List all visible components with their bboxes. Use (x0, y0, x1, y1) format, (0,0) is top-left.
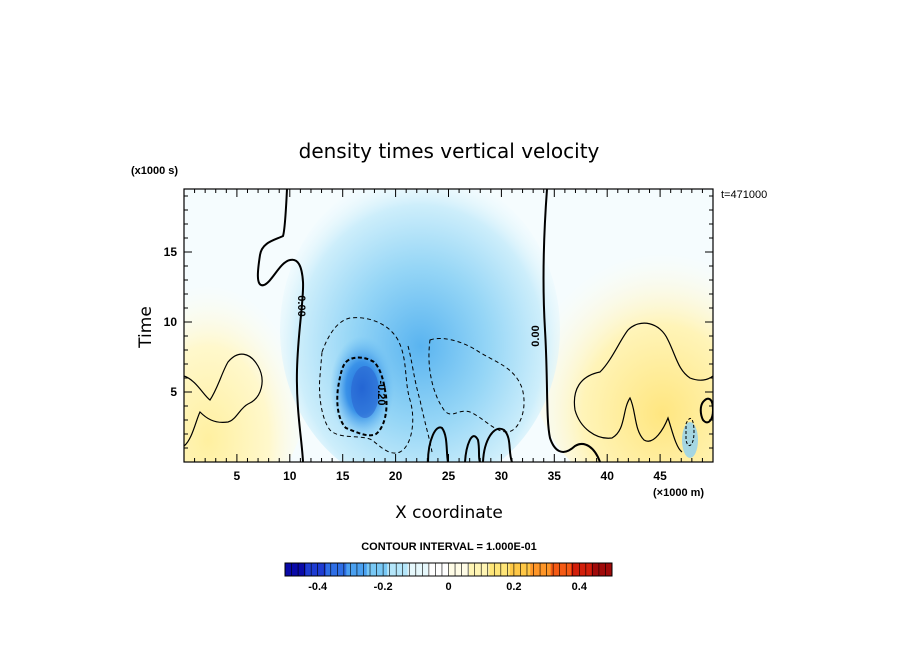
y-tick-label: 10 (164, 315, 178, 329)
colorbar-tick-label: 0.4 (572, 581, 588, 593)
negative-contour-core (336, 356, 388, 437)
heatmap-field (184, 189, 713, 462)
y-tick-label: 5 (170, 385, 177, 399)
y-tick-label: 15 (164, 245, 178, 259)
contour-label: 0.00 (295, 295, 307, 316)
weak-negative-patch (682, 422, 698, 458)
contour-label: 0.00 (530, 325, 542, 346)
colorbar-swatch (591, 563, 613, 576)
x-tick-label: 30 (495, 469, 509, 483)
colorbar-tick-label: 0 (445, 581, 451, 593)
chart-title: density times vertical velocity (299, 139, 600, 163)
negative-contour-mid (428, 337, 525, 433)
y-axis-label: Time (136, 306, 156, 349)
colorbar-swatch (571, 563, 593, 576)
x-axis-label: X coordinate (395, 503, 503, 523)
x-units: (×1000 m) (653, 487, 704, 499)
colorbar-label: CONTOUR INTERVAL = 1.000E-01 (361, 541, 537, 553)
negative-contour-strand (407, 345, 433, 453)
y-ticks: 5 10 15 (164, 195, 713, 449)
x-tick-label: 40 (601, 469, 615, 483)
colorbar-swatch (285, 563, 306, 576)
colorbar-swatch (468, 563, 490, 576)
x-tick-label: 10 (283, 469, 297, 483)
zero-contour-bottom (427, 426, 513, 462)
x-tick-label: 5 (234, 469, 241, 483)
colorbar-swatch (428, 563, 449, 576)
x-tick-label: 20 (389, 469, 403, 483)
colorbar-frame (284, 562, 613, 577)
colorbar-swatch (387, 563, 409, 576)
colorbar-swatch (305, 563, 327, 576)
x-tick-label: 15 (336, 469, 350, 483)
positive-contour-left (184, 353, 263, 447)
positive-region-left (184, 245, 310, 462)
negative-peak (351, 366, 379, 418)
time-stamp: t=471000 (721, 189, 767, 201)
y-units: (x1000 s) (131, 165, 178, 177)
colorbar-swatch (366, 563, 388, 576)
positive-region-right (530, 225, 713, 462)
colorbar-swatch (448, 563, 470, 576)
colorbar-tick-label: -0.4 (308, 581, 328, 593)
x-tick-label: 45 (653, 469, 667, 483)
colorbar-ticks: -0.4 -0.2 0 0.2 0.4 (308, 581, 588, 593)
positive-contour-right (573, 322, 713, 453)
colorbar-swatch (325, 563, 347, 576)
x-tick-label: 25 (442, 469, 456, 483)
colorbar-tick-label: 0.2 (506, 581, 521, 593)
colorbar-tick-label: -0.2 (374, 581, 393, 593)
negative-region (280, 189, 560, 462)
positive-contour-inner (699, 397, 713, 424)
zero-contour-left (256, 189, 305, 462)
x-ticks: 5 10 15 20 25 30 35 40 45 (194, 189, 703, 483)
negative-contour-outer (319, 317, 414, 454)
contour-labels: 0.00 0.00 -0.20 (295, 295, 542, 405)
colorbar-swatch (407, 563, 429, 576)
contour-label: -0.20 (375, 380, 387, 405)
colorbar-swatch (550, 563, 572, 576)
colorbar-swatch (489, 563, 511, 576)
x-tick-label: 35 (548, 469, 562, 483)
negative-contour-small (685, 417, 695, 447)
zero-contour-right (542, 189, 601, 462)
colorbar-swatch (530, 563, 552, 576)
colorbar (284, 562, 613, 577)
